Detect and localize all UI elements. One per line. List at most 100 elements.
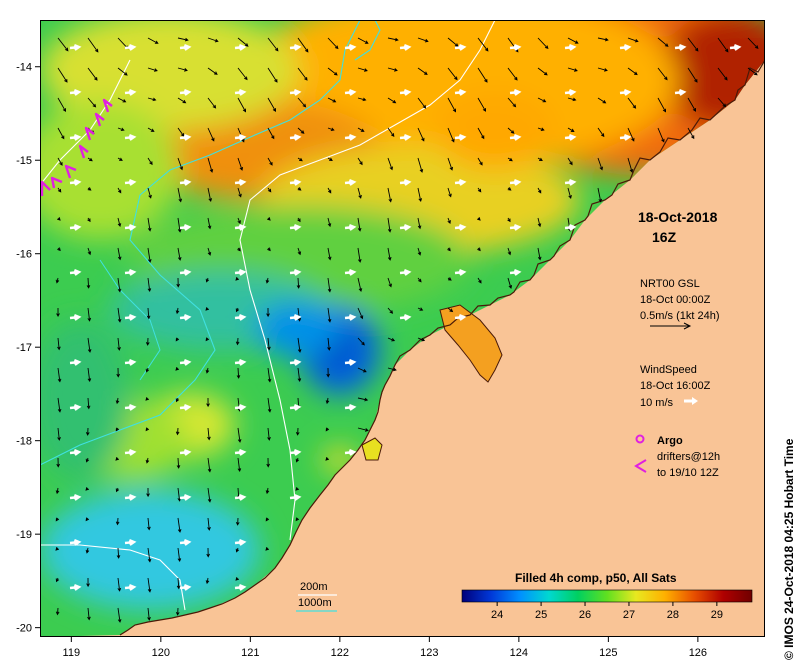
current-arrow [116, 547, 121, 559]
current-arrow [657, 127, 665, 143]
wind-arrow [179, 358, 192, 366]
current-arrow [627, 37, 639, 43]
current-arrow [147, 247, 152, 263]
current-arrow [147, 97, 157, 102]
current-arrow [86, 577, 90, 588]
current-arrow [447, 97, 457, 113]
current-arrow [55, 607, 60, 616]
x-tick-label: 122 [331, 647, 349, 659]
drifter-chevron [102, 98, 113, 113]
current-arrow [297, 337, 302, 353]
current-arrow [417, 277, 422, 283]
current-arrow [175, 307, 180, 315]
isobath-200m [239, 19, 496, 541]
drifter-chevron [40, 180, 51, 196]
wind-arrow [69, 223, 82, 231]
wind-arrow [509, 268, 522, 276]
current-arrow [85, 517, 90, 522]
current-arrow [117, 157, 123, 161]
wind-arrow [564, 43, 577, 51]
current-arrow [417, 97, 427, 109]
current-arrow [447, 37, 459, 47]
colorbar-tick-label: 29 [711, 609, 723, 621]
current-arrow [687, 67, 698, 83]
current-arrow [357, 307, 364, 320]
y-tick-label: -20 [16, 623, 32, 635]
current-arrow [177, 247, 182, 261]
current-arrow [57, 67, 68, 83]
wind-legend: WindSpeed 18-Oct 16:00Z 10 m/s [640, 364, 711, 409]
peninsula [361, 437, 383, 461]
current-arrow [477, 127, 485, 140]
y-tick-label: -15 [16, 155, 32, 167]
current-arrow [266, 457, 270, 468]
wind-arrow [179, 583, 192, 591]
current-arrow [237, 427, 242, 443]
wind-arrow [179, 313, 192, 321]
current-arrow [266, 307, 270, 318]
current-arrow [176, 277, 181, 288]
wind-legend-time: 18-Oct 16:00Z [640, 380, 711, 392]
current-arrow [357, 157, 363, 166]
current-arrow [507, 97, 517, 108]
wind-arrow [289, 493, 302, 501]
current-arrow [87, 337, 92, 353]
current-arrow [205, 277, 210, 283]
current-arrow [357, 367, 367, 373]
current-arrow [207, 67, 218, 75]
current-arrow [387, 247, 392, 261]
current-arrow [567, 67, 578, 72]
current-arrow [145, 367, 150, 373]
wind-arrow [509, 43, 522, 51]
current-arrow [145, 397, 150, 401]
wind-arrow [289, 448, 302, 456]
wind-arrow [69, 448, 82, 456]
current-arrow [207, 97, 217, 109]
y-tick-label: -17 [16, 342, 32, 354]
current-arrow [87, 37, 99, 53]
current-arrow [357, 277, 363, 292]
current-arrow [57, 337, 61, 351]
current-arrow [537, 37, 549, 50]
current-arrow [55, 577, 60, 583]
wind-arrow [124, 133, 137, 141]
current-arrow [747, 37, 759, 49]
isobath-1000m-mid [99, 259, 161, 381]
current-arrow [387, 337, 396, 342]
current-arrow [507, 187, 512, 191]
drifter-chevron [94, 112, 105, 127]
wind-arrow [344, 88, 357, 96]
current-arrow [117, 277, 122, 293]
current-arrow [175, 397, 180, 403]
wind-arrow [124, 448, 137, 456]
current-arrow [417, 127, 425, 142]
current-arrow [417, 217, 422, 230]
wind-arrow [454, 43, 467, 51]
current-arrow [267, 367, 272, 383]
colorbar-gradient [461, 589, 753, 603]
current-arrow [265, 277, 270, 284]
current-arrow [117, 577, 122, 592]
current-arrow [295, 517, 300, 522]
current-arrow [417, 247, 422, 256]
current-arrow [117, 607, 122, 623]
current-arrow [657, 37, 669, 47]
current-arrow [537, 97, 547, 103]
wind-arrow [179, 133, 192, 141]
current-arrow [387, 277, 392, 288]
current-arrow [115, 397, 120, 405]
current-arrow [387, 157, 394, 171]
current-arrow [357, 247, 362, 263]
current-arrow [176, 457, 181, 469]
current-arrow [237, 217, 241, 225]
current-arrow [507, 127, 515, 134]
wind-arrow [124, 178, 137, 186]
current-arrow [327, 277, 332, 293]
wind-arrow [399, 43, 412, 51]
current-arrow [417, 37, 429, 43]
argo-symbol [635, 434, 645, 444]
wind-arrow [179, 403, 192, 411]
wind-arrow [344, 133, 357, 141]
isobath-1000m-east [354, 19, 381, 61]
current-arrow [537, 247, 542, 261]
